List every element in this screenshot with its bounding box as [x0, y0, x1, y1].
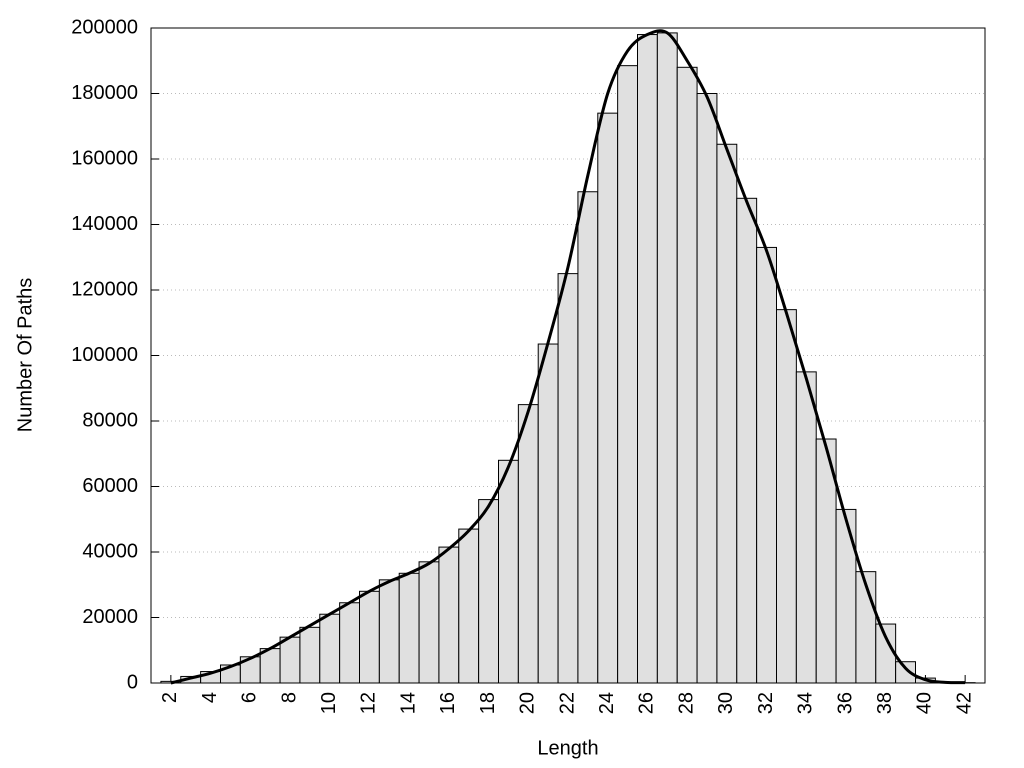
y-tick-label: 80000 [82, 409, 138, 431]
y-tick-label: 180000 [71, 82, 138, 104]
bar [557, 273, 579, 684]
bar [736, 197, 758, 684]
x-tick-label: 28 [675, 692, 697, 714]
bar [617, 65, 639, 684]
y-tick-label: 0 [127, 671, 138, 693]
bar [756, 246, 778, 684]
x-tick-label: 6 [239, 692, 261, 703]
x-tick-label: 24 [596, 692, 618, 714]
x-tick-label: 40 [914, 692, 936, 714]
x-tick-label: 38 [874, 692, 896, 714]
bar [577, 191, 599, 684]
y-tick-label: 200000 [71, 16, 138, 38]
bar [656, 32, 678, 684]
bar [398, 572, 420, 684]
curve [170, 29, 966, 685]
bar [597, 112, 619, 684]
x-tick-label: 14 [397, 692, 419, 714]
bar [835, 508, 857, 684]
bar [418, 561, 440, 684]
x-tick-label: 18 [477, 692, 499, 714]
x-tick-label: 22 [556, 692, 578, 714]
x-tick-label: 32 [755, 692, 777, 714]
bar [776, 309, 797, 684]
bar [537, 343, 559, 684]
y-axis-label: Number Of Paths [14, 278, 36, 433]
bar [438, 546, 460, 684]
bar [339, 602, 360, 684]
bar [299, 626, 321, 684]
x-tick-label: 34 [795, 692, 817, 714]
x-tick-label: 36 [834, 692, 856, 714]
y-tick-label: 60000 [82, 475, 138, 497]
x-tick-label: 26 [636, 692, 658, 714]
bar [795, 371, 817, 684]
x-tick-label: 10 [318, 692, 340, 714]
bar [696, 93, 718, 684]
bar [498, 459, 519, 684]
bar [676, 66, 698, 684]
x-tick-label: 20 [517, 692, 539, 714]
y-tick-label: 120000 [71, 278, 138, 300]
bar [478, 499, 499, 684]
x-tick-label: 8 [278, 692, 300, 703]
bar [359, 590, 380, 684]
bar [458, 528, 480, 684]
bar [279, 636, 301, 684]
x-tick-label: 42 [953, 692, 975, 714]
x-axis-label: Length [537, 737, 598, 759]
x-tick-label: 30 [715, 692, 737, 714]
bar [875, 623, 897, 684]
y-tick-label: 20000 [82, 606, 138, 628]
y-tick-label: 160000 [71, 147, 138, 169]
plot-frame [150, 27, 986, 684]
bar [378, 579, 400, 684]
bar [637, 34, 658, 684]
x-tick-label: 2 [159, 692, 181, 703]
y-tick-label: 100000 [71, 344, 138, 366]
x-tick-label: 16 [437, 692, 459, 714]
y-tick-label: 40000 [82, 540, 138, 562]
bar [517, 404, 539, 684]
bar [319, 613, 341, 684]
bar [716, 143, 738, 684]
y-tick-label: 140000 [71, 213, 138, 235]
x-tick-label: 4 [199, 692, 221, 703]
x-tick-label: 12 [358, 692, 380, 714]
